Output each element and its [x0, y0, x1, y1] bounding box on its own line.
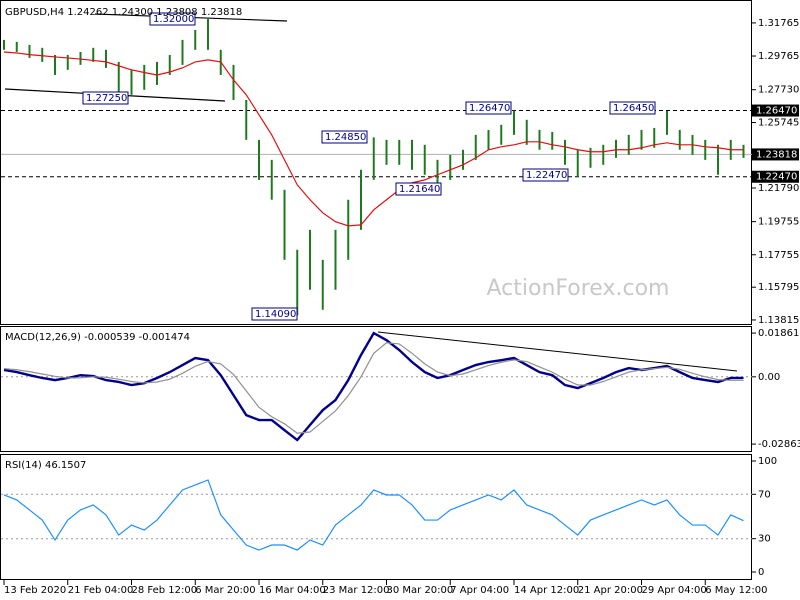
y-tick-label: 1.17755: [758, 250, 799, 261]
annotation: 1.26470: [469, 103, 510, 114]
y-tick-label: 70: [758, 489, 771, 500]
y-tick-label: 1.19755: [758, 217, 799, 228]
y-tick-label: 1.21790: [758, 183, 799, 194]
annotation-box: [321, 130, 368, 144]
level-box: [752, 148, 799, 161]
y-tick-label: 1.27730: [758, 85, 799, 96]
level-box: [752, 170, 799, 183]
annotation-box: [395, 182, 442, 196]
main-panel-frame: [0, 0, 752, 325]
annotation: 1.32000: [153, 14, 194, 25]
annotation: 1.22470: [526, 170, 567, 181]
annotation: 1.24850: [325, 132, 366, 143]
x-tick-label: 23 Mar 12:00: [323, 585, 390, 596]
annotation: 1.27250: [86, 93, 127, 104]
moving-average: [3, 51, 744, 227]
indicator-line: [3, 331, 744, 442]
watermark: ActionForex.com: [487, 276, 670, 301]
annotation-box: [149, 12, 196, 26]
x-tick-label: 28 Feb 12:00: [132, 585, 198, 596]
x-tick-label: 7 Apr 04:00: [450, 585, 509, 596]
annotation-box: [82, 91, 129, 105]
panel-title: RSI(14) 46.1507: [5, 460, 86, 471]
macd-panel-frame: [0, 326, 752, 452]
x-tick-label: 14 Apr 12:00: [514, 585, 579, 596]
y-tick-label: 1.31765: [758, 18, 799, 29]
x-tick-label: 6 Mar 20:00: [195, 585, 255, 596]
y-tick-label: 1.25745: [758, 118, 799, 129]
x-tick-label: 29 Apr 04:00: [642, 585, 707, 596]
x-tick-label: 16 Mar 04:00: [259, 585, 326, 596]
annotation: 1.14090: [255, 309, 296, 320]
y-tick-label: 0.018615: [758, 328, 800, 339]
x-tick-label: 6 May 12:00: [705, 585, 767, 596]
y-tick-label: 1.13815: [758, 315, 799, 326]
annotation: 1.26450: [613, 103, 654, 114]
level-box: [752, 104, 799, 117]
trendline: [377, 331, 738, 372]
x-tick-label: 21 Feb 04:00: [68, 585, 134, 596]
indicator-line: [3, 479, 744, 551]
y-tick-label: 1.29765: [758, 51, 799, 62]
y-tick-label: 0.00: [758, 372, 780, 383]
level-label: 1.26470: [756, 106, 797, 117]
annotation-box: [522, 168, 569, 182]
x-tick-label: 13 Feb 2020: [4, 585, 66, 596]
y-tick-label: 0: [758, 567, 764, 578]
annotation-box: [609, 101, 656, 115]
panel-title: MACD(12,26,9) -0.000539 -0.001474: [5, 332, 190, 343]
level-label: 1.22470: [756, 172, 797, 183]
y-tick-label: 1.15795: [758, 282, 799, 293]
annotation-box: [465, 101, 512, 115]
annotation: 1.21640: [399, 184, 440, 195]
panel-title: GBPUSD,H4 1.24262 1.24300 1.23808 1.2381…: [5, 7, 242, 18]
y-tick-label: 30: [758, 534, 771, 545]
level-label: 1.23818: [756, 149, 797, 160]
x-tick-label: 30 Mar 20:00: [387, 585, 454, 596]
y-tick-label: -0.028631: [758, 439, 800, 450]
annotation-box: [251, 307, 298, 321]
x-tick-label: 21 Apr 20:00: [578, 585, 643, 596]
y-tick-label: 100: [758, 456, 777, 467]
rsi-panel-frame: [0, 454, 752, 580]
indicator-line: [3, 342, 744, 434]
